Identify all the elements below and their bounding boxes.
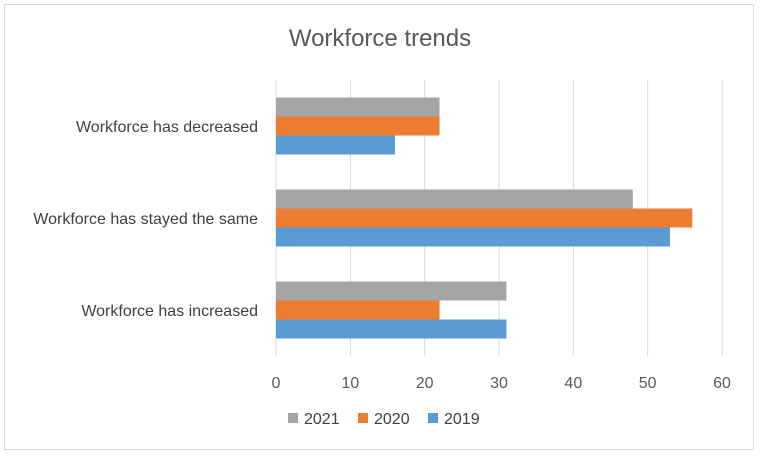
legend-label-2019: 2019 bbox=[444, 411, 480, 428]
x-tick-label: 0 bbox=[272, 375, 281, 392]
x-axis-tick-labels: 0 10 20 30 40 50 60 bbox=[272, 375, 731, 392]
x-tick-label: 60 bbox=[713, 375, 731, 392]
bar-2019-2 bbox=[276, 319, 507, 339]
bar-2019-0 bbox=[276, 135, 395, 155]
legend-swatch-2019 bbox=[428, 413, 438, 423]
legend-swatch-2020 bbox=[358, 413, 368, 423]
legend-label-2020: 2020 bbox=[374, 411, 410, 428]
chart-title: Workforce trends bbox=[289, 25, 471, 52]
legend: 2021 2020 2019 bbox=[288, 411, 480, 428]
bar-2020-1 bbox=[276, 208, 693, 228]
bar-2021-2 bbox=[276, 281, 507, 301]
bar-2020-0 bbox=[276, 116, 440, 136]
x-tick-label: 10 bbox=[341, 375, 359, 392]
bar-2021-0 bbox=[276, 97, 440, 117]
category-label: Workforce has increased bbox=[81, 303, 258, 320]
legend-swatch-2021 bbox=[288, 413, 298, 423]
x-tick-label: 50 bbox=[639, 375, 657, 392]
bar-2020-2 bbox=[276, 300, 440, 320]
category-label: Workforce has decreased bbox=[76, 119, 258, 136]
bar-2021-1 bbox=[276, 189, 633, 209]
category-label: Workforce has stayed the same bbox=[33, 211, 258, 228]
category-labels: Workforce has decreased Workforce has sta… bbox=[33, 119, 258, 320]
bar-2019-1 bbox=[276, 227, 670, 247]
legend-label-2021: 2021 bbox=[304, 411, 340, 428]
x-tick-label: 40 bbox=[564, 375, 582, 392]
bars bbox=[276, 97, 693, 339]
x-tick-label: 20 bbox=[416, 375, 434, 392]
x-tick-label: 30 bbox=[490, 375, 508, 392]
